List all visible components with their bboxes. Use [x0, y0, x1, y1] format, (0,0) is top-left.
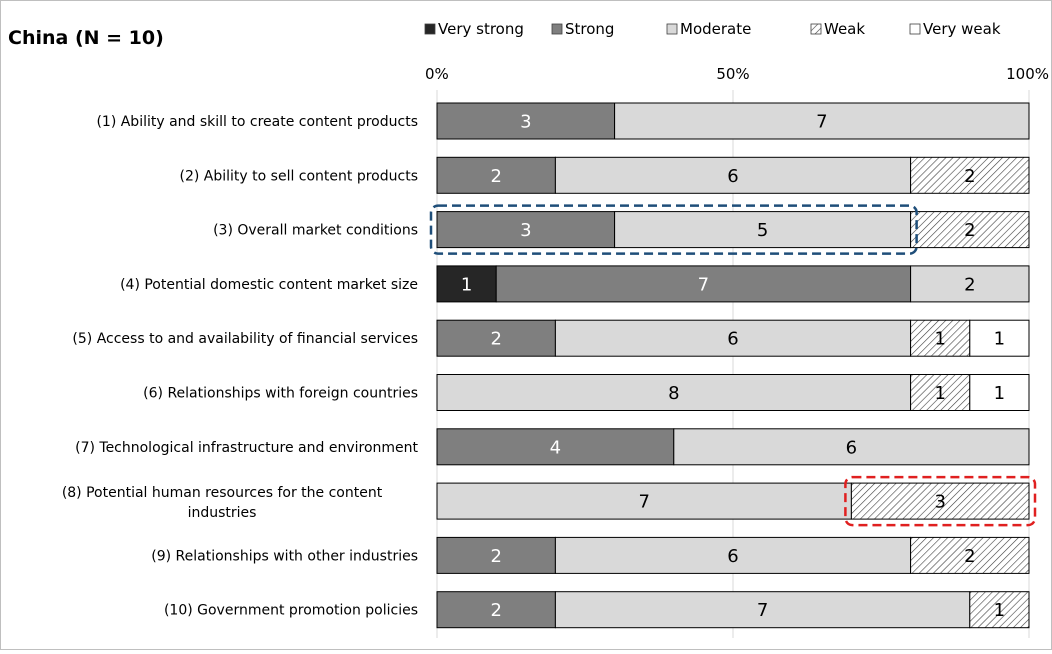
- category-label-5: (6) Relationships with foreign countries: [143, 386, 418, 402]
- data-label-1-1: 2: [490, 166, 501, 187]
- x-tick-label-1: 50%: [716, 65, 749, 83]
- data-label-0-2: 7: [816, 112, 827, 133]
- bars: 3 7 2 6 2 3 5 2 1 7 2 2 6 1 1 8 1 1 4 6 7 3 2 6 2 2 7 1: [436, 102, 1030, 629]
- category-label-7: (8) Potential human resources for the co…: [62, 485, 383, 521]
- data-label-8-2: 6: [727, 546, 738, 567]
- bar-segment-8-3: [910, 536, 1030, 574]
- legend-label-3: Weak: [824, 20, 865, 38]
- data-label-3-2: 2: [964, 274, 975, 295]
- bar-segment-0-1: [436, 102, 616, 140]
- bar-segment-2-3: [910, 211, 1030, 249]
- bar-segment-3-0: [436, 265, 497, 303]
- legend-label-4: Very weak: [923, 20, 1001, 38]
- chart-title: China (N = 10): [8, 27, 164, 49]
- data-label-4-2: 6: [727, 329, 738, 350]
- data-label-6-2: 6: [846, 437, 857, 458]
- legend-swatch-2: [666, 23, 678, 35]
- highlight-box-0: [429, 204, 918, 255]
- bar-segment-3-2: [910, 265, 1030, 303]
- x-tick-label-0: 0%: [425, 65, 449, 83]
- legend-label-2: Moderate: [680, 20, 751, 38]
- data-label-2-2: 5: [757, 220, 768, 241]
- legend-swatch-1: [551, 23, 563, 35]
- bar-segment-7-2: [436, 482, 852, 520]
- category-label-2: (3) Overall market conditions: [213, 223, 418, 239]
- bar-segment-4-1: [436, 319, 556, 357]
- category-label-6: (7) Technological infrastructure and env…: [75, 440, 418, 456]
- data-label-9-3: 1: [994, 600, 1005, 621]
- bar-segment-5-2: [436, 374, 912, 411]
- bar-segment-6-2: [673, 428, 1030, 466]
- bar-segment-3-1: [495, 265, 912, 303]
- legend-swatch-0: [424, 23, 436, 35]
- legend: Very strong Strong Moderate Weak Very weak: [424, 20, 1001, 38]
- data-label-3-0: 1: [461, 274, 472, 295]
- data-label-5-4: 1: [994, 383, 1005, 404]
- bar-segment-4-3: [910, 319, 971, 357]
- bar-segment-5-3: [910, 374, 971, 411]
- data-label-7-3: 3: [934, 492, 945, 513]
- data-label-2-3: 2: [964, 220, 975, 241]
- highlights: [429, 204, 1037, 527]
- x-axis: 0% 50% 100%: [425, 65, 1049, 83]
- category-label-1: (2) Ability to sell content products: [180, 168, 418, 184]
- category-label-0: (1) Ability and skill to create content …: [96, 114, 418, 130]
- bar-segment-6-1: [436, 428, 675, 466]
- data-label-1-2: 6: [727, 166, 738, 187]
- data-label-4-1: 2: [490, 329, 501, 350]
- bar-segment-0-2: [614, 102, 1030, 140]
- category-label-4: (5) Access to and availability of financ…: [72, 331, 418, 347]
- category-label-8: (9) Relationships with other industries: [151, 548, 418, 564]
- bar-segment-8-1: [436, 536, 556, 574]
- data-label-2-1: 3: [520, 220, 531, 241]
- bar-segment-8-2: [554, 536, 912, 574]
- bar-segment-1-3: [910, 156, 1030, 194]
- legend-swatch-3: [810, 23, 822, 35]
- data-label-4-3: 1: [934, 329, 945, 350]
- bar-segment-4-4: [969, 319, 1030, 357]
- bar-segment-2-2: [614, 211, 912, 249]
- data-label-8-3: 2: [964, 546, 975, 567]
- category-label-3: (4) Potential domestic content market si…: [120, 277, 418, 293]
- data-label-9-2: 7: [757, 600, 768, 621]
- bar-segment-5-4: [969, 374, 1030, 411]
- data-label-7-2: 7: [638, 492, 649, 513]
- category-label-9: (10) Government promotion policies: [164, 603, 418, 619]
- highlight-box-1: [844, 475, 1037, 527]
- legend-label-1: Strong: [565, 20, 614, 38]
- data-label-6-1: 4: [550, 437, 561, 458]
- data-label-4-4: 1: [994, 329, 1005, 350]
- data-label-1-3: 2: [964, 166, 975, 187]
- bar-segment-7-3: [850, 482, 1030, 520]
- data-label-8-1: 2: [490, 546, 501, 567]
- x-tick-label-2: 100%: [1006, 65, 1049, 83]
- bar-segment-4-2: [554, 319, 912, 357]
- data-label-5-3: 1: [934, 383, 945, 404]
- bar-segment-9-1: [436, 591, 556, 629]
- bar-segment-2-1: [436, 211, 616, 249]
- legend-swatch-4: [909, 23, 921, 35]
- category-labels: (1) Ability and skill to create content …: [62, 114, 419, 619]
- data-label-5-2: 8: [668, 383, 679, 404]
- data-label-9-1: 2: [490, 600, 501, 621]
- data-label-0-1: 3: [520, 112, 531, 133]
- legend-label-0: Very strong: [438, 20, 524, 38]
- data-label-3-1: 7: [698, 274, 709, 295]
- bar-segment-9-2: [554, 591, 971, 629]
- bar-segment-9-3: [969, 591, 1030, 629]
